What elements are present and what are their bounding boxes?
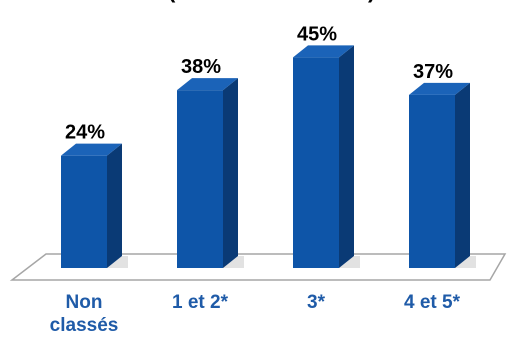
data-label: 37%	[413, 61, 453, 83]
chart-floor	[9, 253, 507, 281]
data-label: 24%	[65, 122, 105, 144]
bar	[409, 82, 476, 268]
category-label: 4 et 5*	[404, 292, 461, 313]
bar-shadow	[339, 256, 360, 268]
bar-side	[223, 78, 238, 268]
category-axis-labels: Non classés 1 et 2* 3* 4 et 5*	[50, 292, 461, 336]
bar-side	[455, 82, 470, 268]
bar-front	[409, 94, 455, 268]
bar-front	[177, 90, 223, 268]
bar-top	[409, 82, 470, 95]
bar-side	[107, 143, 122, 268]
bar	[293, 45, 360, 269]
bars	[61, 45, 476, 269]
bar-shadow	[107, 256, 128, 268]
category-label: 1 et 2*	[172, 292, 229, 313]
data-label: 45%	[297, 23, 337, 45]
chart-title-open: (	[168, 0, 176, 3]
bar-front	[61, 155, 107, 268]
bar-top	[293, 45, 354, 58]
bar-top	[177, 78, 238, 91]
bar-side	[339, 45, 354, 269]
bar-top	[61, 143, 122, 156]
bar-shadow	[223, 256, 244, 268]
bar-shadow	[455, 256, 476, 268]
category-label: 3*	[307, 292, 326, 313]
data-label: 38%	[181, 56, 221, 78]
chart-title-close: )	[368, 0, 375, 3]
bar-front	[293, 57, 339, 269]
bar	[61, 143, 128, 268]
bar	[177, 78, 244, 268]
data-labels: 24% 38% 45% 37%	[65, 23, 453, 143]
chart-title: ( )	[168, 0, 375, 3]
floor-plane	[9, 253, 507, 281]
category-label: Non classés	[50, 292, 119, 336]
